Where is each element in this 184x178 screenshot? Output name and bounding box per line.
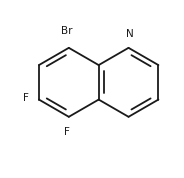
Text: Br: Br <box>61 26 72 36</box>
Text: F: F <box>64 127 70 137</box>
Text: N: N <box>126 29 134 39</box>
Text: F: F <box>23 93 29 103</box>
